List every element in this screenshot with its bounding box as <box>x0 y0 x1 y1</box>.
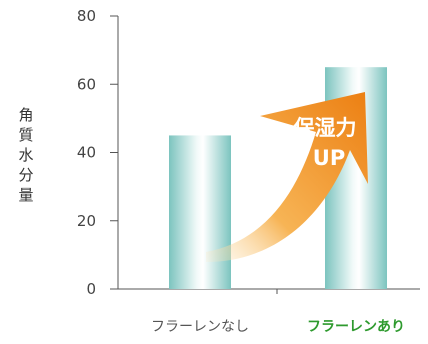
y-ticks: 0 20 40 60 80 <box>77 7 118 298</box>
y-tick-label-20: 20 <box>77 212 96 230</box>
y-tick-label-80: 80 <box>77 7 96 25</box>
annotation-line2: UP <box>313 146 345 170</box>
y-label-char: 量 <box>18 186 33 204</box>
y-label-char: 角 <box>18 106 33 124</box>
arrow-shape <box>206 92 368 262</box>
annotation-arrow: 保湿力 UP <box>206 92 368 262</box>
y-label-char: 分 <box>18 166 33 184</box>
y-tick-label-40: 40 <box>77 144 96 162</box>
y-label-char: 水 <box>18 146 33 164</box>
bar-0 <box>169 135 231 289</box>
category-label-with: フラーレンあり <box>307 319 405 335</box>
y-label-char: 質 <box>18 126 33 144</box>
annotation-line1: 保湿力 <box>293 116 357 140</box>
y-tick-label-60: 60 <box>77 75 96 93</box>
category-label-without: フラーレンなし <box>151 319 249 335</box>
y-tick-label-0: 0 <box>86 280 96 298</box>
